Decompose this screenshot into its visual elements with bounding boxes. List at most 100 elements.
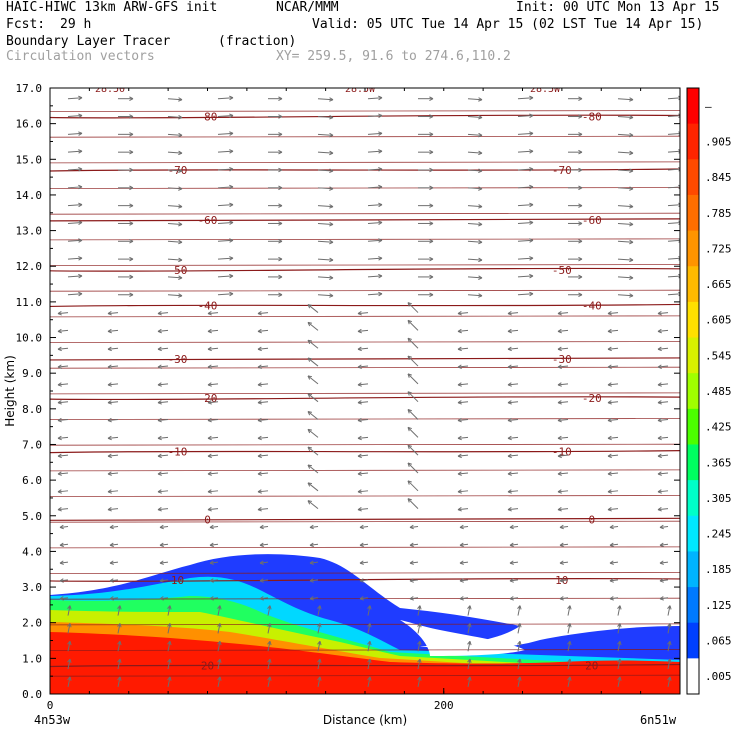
circulation-vector [317,116,334,119]
circulation-vector [517,115,534,118]
circulation-vector [607,365,619,368]
circulation-vector [307,322,319,331]
circulation-vector-head [357,453,362,459]
circulation-vector [117,605,121,616]
circulation-vector-head [178,257,183,263]
isotherm-label: 20 [585,659,598,672]
circulation-vector-head [429,96,434,101]
circulation-vector-head [129,239,134,244]
circulation-vector-head [157,346,162,352]
circulation-vector [617,294,634,297]
circulation-vector-head [378,113,383,119]
circulation-vector [207,454,219,457]
circulation-vector-head [209,578,214,583]
circulation-vector [659,597,669,600]
circulation-vector-head [329,293,334,298]
circulation-vector [617,605,621,616]
circulation-vector [59,579,69,582]
circulation-vector-head [67,640,72,646]
circulation-vector-head [667,605,672,610]
circulation-vector-head [167,676,172,681]
circulation-vector [57,419,69,422]
circulation-vector [367,605,371,616]
circulation-vector [59,561,69,564]
circulation-vector-head [629,204,634,209]
circulation-vector-head [557,382,562,387]
circulation-vector [107,419,119,422]
isotherm-minor-line [50,469,680,472]
circulation-vector-head [678,113,680,119]
circulation-vector [457,419,469,422]
circulation-vector [607,383,619,386]
circulation-vector-head [357,400,362,405]
circulation-vector [417,676,421,687]
circulation-vector [67,204,83,207]
y-tick-label: 8.0 [22,403,42,416]
circulation-vector [617,258,634,261]
isotherm-label: 20 [201,659,214,672]
circulation-vector [117,623,121,634]
model-title: HAIC-HIWC 13km ARW-GFS init [6,0,218,15]
circulation-vector-head [307,375,313,380]
circulation-vector-head [278,132,283,137]
circulation-vector-head [417,605,422,610]
circulation-vector-head [529,220,534,225]
colorbar-swatch [687,159,699,196]
circulation-vector-head [529,291,534,297]
circulation-vector [407,373,419,385]
field-units: (fraction) [218,34,297,49]
circulation-vector-head [129,96,134,101]
circulation-vector-head [609,560,614,565]
circulation-vector [217,150,234,153]
circulation-vector [159,561,169,564]
circulation-vector [217,658,221,670]
circulation-vector [467,205,483,208]
circulation-vector-head [278,203,283,208]
y-axis-label: Height (km) [3,355,17,426]
circulation-vector [467,222,483,225]
circulation-vector-head [157,364,162,369]
circulation-vector-head [557,507,562,512]
circulation-vector [307,375,319,385]
circulation-vector-head [407,409,412,414]
circulation-vector [257,401,269,404]
circulation-vector-head [578,185,583,191]
circulation-vector-head [657,489,662,494]
circulation-vector-head [678,220,680,225]
circulation-vector-head [557,364,562,369]
circulation-vector-head [659,542,664,548]
circulation-vector-head [178,239,183,245]
circulation-vector [557,419,569,422]
colorbar-swatch [687,408,699,445]
circulation-vector-head [59,596,64,601]
circulation-vector [167,623,171,634]
circulation-vector-head [459,560,464,565]
circulation-vector-head [157,489,162,494]
circulation-vector [607,508,619,511]
circulation-vector [209,525,219,528]
circulation-vector-head [207,364,212,369]
circulation-vector [467,187,483,190]
circulation-vector-head [507,346,512,352]
circulation-vector [467,151,483,154]
circulation-vector [557,401,569,404]
colorbar-swatch [687,373,699,410]
circulation-vector-head [429,221,434,226]
circulation-vector-head [629,293,634,298]
circulation-vector [257,508,269,511]
circulation-vector-head [457,346,462,352]
circulation-vector [607,454,619,457]
circulation-vector-head [67,658,72,664]
isotherm-label: -60 [198,214,218,227]
circulation-vector-head [209,524,214,530]
circulation-vector-head [517,676,522,681]
circulation-vector-head [278,239,283,244]
circulation-vector-head [557,417,562,423]
circulation-vector [59,525,69,528]
circulation-vector-head [517,658,522,664]
circulation-vector-head [129,132,134,137]
circulation-vector [57,454,69,457]
circulation-vector [157,436,169,439]
circulation-vector-head [259,524,264,530]
circulation-vector [407,302,419,313]
